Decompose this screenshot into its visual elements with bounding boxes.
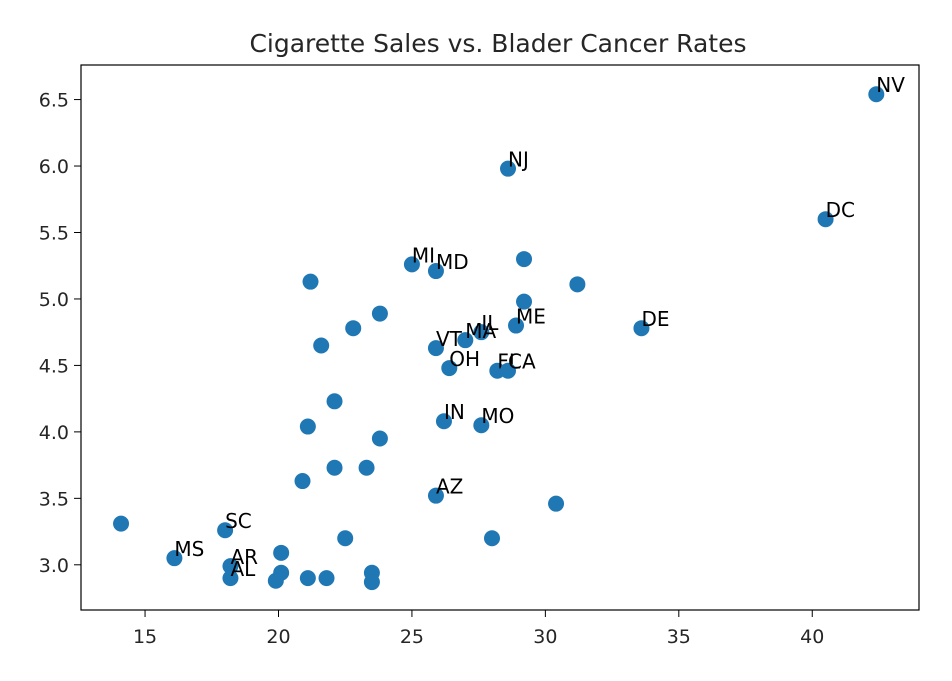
point-label: NV bbox=[876, 73, 905, 97]
point-label: IN bbox=[444, 400, 465, 424]
data-point bbox=[299, 570, 316, 587]
y-tick-label: 4.5 bbox=[39, 355, 69, 377]
data-point bbox=[569, 276, 586, 293]
y-tick-label: 3.0 bbox=[39, 555, 69, 577]
data-point bbox=[217, 522, 234, 539]
data-point bbox=[441, 360, 458, 377]
point-label: MS bbox=[174, 537, 204, 561]
x-tick-label: 35 bbox=[667, 626, 691, 648]
x-tick-label: 15 bbox=[133, 626, 157, 648]
data-point bbox=[473, 417, 490, 434]
data-point bbox=[548, 495, 565, 512]
data-point bbox=[267, 572, 284, 589]
point-label: DC bbox=[826, 198, 855, 222]
chart-title: Cigarette Sales vs. Blader Cancer Rates bbox=[249, 29, 746, 58]
data-point bbox=[302, 273, 319, 290]
data-point bbox=[500, 362, 517, 379]
data-point bbox=[508, 317, 525, 334]
point-label: ME bbox=[516, 305, 546, 329]
point-label: IL bbox=[481, 311, 499, 335]
data-point bbox=[427, 340, 444, 357]
point-label: CA bbox=[508, 350, 536, 374]
plot-frame bbox=[80, 64, 920, 611]
data-point bbox=[473, 324, 490, 341]
x-axis: 15 20 25 30 35 40 bbox=[133, 610, 824, 648]
point-label: AZ bbox=[436, 475, 463, 499]
data-point bbox=[166, 550, 183, 567]
data-point bbox=[326, 393, 343, 410]
data-point bbox=[358, 459, 375, 476]
data-point bbox=[403, 256, 420, 273]
y-axis: 3.0 3.5 4.0 4.5 5.0 5.5 6.0 6.5 bbox=[39, 90, 81, 577]
data-point bbox=[294, 473, 311, 490]
x-tick-label: 20 bbox=[266, 626, 290, 648]
point-label: MA bbox=[465, 319, 496, 343]
data-point bbox=[299, 418, 316, 435]
data-point bbox=[371, 430, 388, 447]
y-tick-label: 3.5 bbox=[39, 488, 69, 510]
point-label: MI bbox=[412, 243, 435, 267]
point-label: DE bbox=[641, 307, 669, 331]
point-label: VT bbox=[436, 327, 463, 351]
data-point bbox=[318, 570, 335, 587]
data-point bbox=[483, 530, 500, 547]
data-point bbox=[427, 487, 444, 504]
data-point bbox=[371, 305, 388, 322]
data-point bbox=[222, 558, 239, 575]
y-tick-label: 5.5 bbox=[39, 222, 69, 244]
y-tick-label: 6.5 bbox=[39, 90, 69, 112]
data-point bbox=[363, 574, 380, 591]
data-point bbox=[222, 570, 239, 587]
point-label: AR bbox=[230, 545, 258, 569]
data-point bbox=[427, 263, 444, 280]
data-point bbox=[313, 337, 330, 354]
point-label: SC bbox=[225, 509, 252, 533]
x-tick-label: 25 bbox=[400, 626, 424, 648]
data-point bbox=[633, 320, 650, 337]
point-label: AL bbox=[230, 557, 256, 581]
data-point bbox=[326, 459, 343, 476]
data-point bbox=[273, 544, 290, 561]
x-tick-label: 30 bbox=[533, 626, 557, 648]
data-point bbox=[516, 251, 533, 268]
x-tick-label: 40 bbox=[800, 626, 824, 648]
data-point bbox=[457, 332, 474, 349]
point-label: OH bbox=[449, 347, 480, 371]
data-point bbox=[337, 530, 354, 547]
data-point bbox=[516, 293, 533, 310]
y-tick-label: 4.0 bbox=[39, 422, 69, 444]
data-point bbox=[435, 413, 452, 430]
data-point bbox=[817, 211, 834, 228]
data-point bbox=[345, 320, 362, 337]
data-point bbox=[500, 160, 517, 177]
data-point bbox=[113, 515, 130, 532]
point-label: MD bbox=[436, 250, 469, 274]
data-point bbox=[868, 86, 885, 103]
point-label: MO bbox=[481, 404, 514, 428]
point-label: NJ bbox=[508, 148, 529, 172]
y-tick-label: 5.0 bbox=[39, 289, 69, 311]
y-tick-label: 6.0 bbox=[39, 156, 69, 178]
